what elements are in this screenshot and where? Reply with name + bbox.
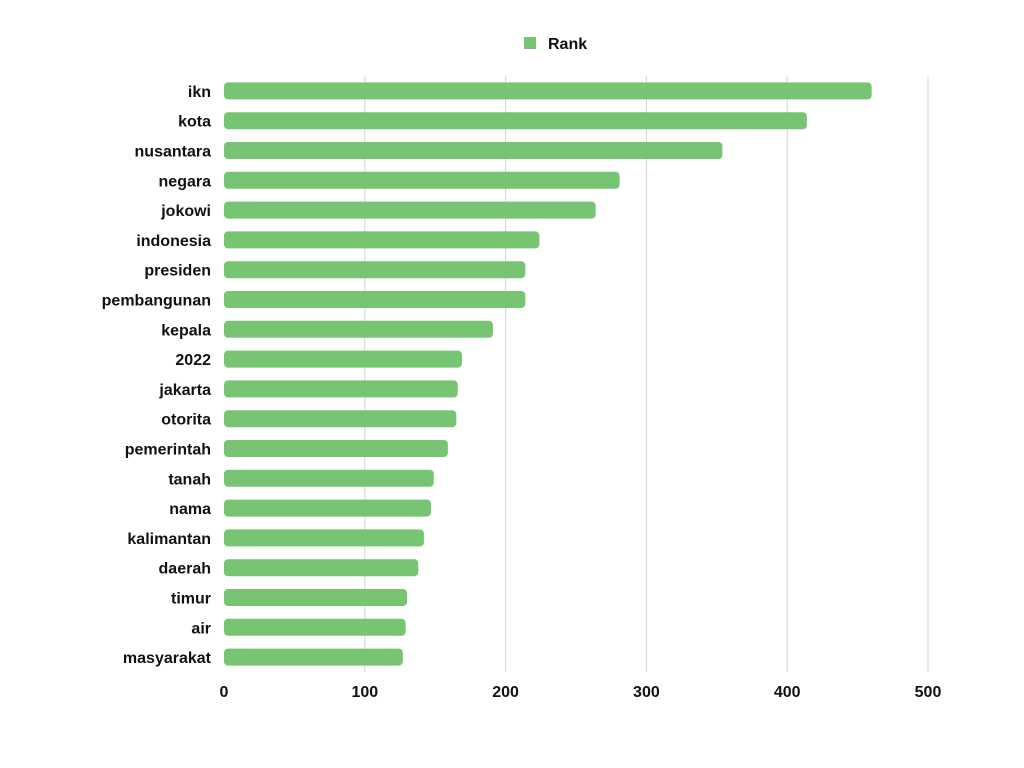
bar (224, 82, 872, 100)
category-labels: ikn kota nusantara negara jokowi indonesia pre… (102, 84, 212, 667)
x-tick-label: 400 (774, 684, 801, 701)
bar (224, 529, 424, 547)
category-label: indonesia (136, 233, 211, 250)
bar (224, 499, 431, 517)
bar (224, 231, 540, 249)
x-tick-label: 500 (915, 684, 942, 701)
category-label: daerah (159, 561, 211, 578)
bar (224, 142, 723, 159)
gridlines (364, 76, 929, 672)
category-label: pembangunan (102, 293, 211, 310)
bar (224, 112, 807, 130)
category-label: ikn (188, 84, 211, 101)
category-label: tanah (168, 471, 211, 488)
x-tick-labels: 0 100 200 300 400 500 (220, 684, 942, 701)
category-label: jokowi (160, 203, 211, 220)
category-label: negara (159, 173, 212, 190)
category-label: nama (169, 501, 211, 518)
bar (224, 201, 596, 219)
category-label: kota (178, 114, 211, 131)
category-label: jakarta (158, 382, 211, 399)
legend: Rank (524, 36, 587, 53)
category-label: presiden (144, 263, 211, 280)
x-tick-label: 100 (351, 684, 378, 701)
category-label: timur (171, 591, 211, 608)
bar (224, 171, 620, 189)
bar (224, 440, 448, 457)
bar (224, 320, 493, 338)
category-label: air (191, 620, 211, 637)
bar (224, 618, 406, 636)
legend-label: Rank (548, 36, 587, 53)
bar (224, 648, 403, 666)
bar (224, 350, 462, 368)
category-label: masyarakat (123, 650, 212, 667)
bar (224, 291, 526, 308)
bar (224, 559, 419, 577)
legend-swatch (524, 37, 536, 49)
category-label: kepala (161, 322, 211, 339)
bar (224, 410, 457, 428)
category-label: otorita (161, 412, 211, 429)
bar (224, 261, 526, 279)
bar (224, 469, 434, 487)
x-tick-label: 300 (633, 684, 660, 701)
bar (224, 589, 408, 606)
x-tick-label: 200 (492, 684, 519, 701)
category-label: kalimantan (127, 531, 211, 548)
x-tick-label: 0 (220, 684, 229, 701)
bar (224, 380, 458, 398)
bars (224, 82, 872, 666)
category-label: 2022 (175, 352, 211, 369)
category-label: pemerintah (125, 442, 211, 459)
category-label: nusantara (135, 144, 212, 161)
